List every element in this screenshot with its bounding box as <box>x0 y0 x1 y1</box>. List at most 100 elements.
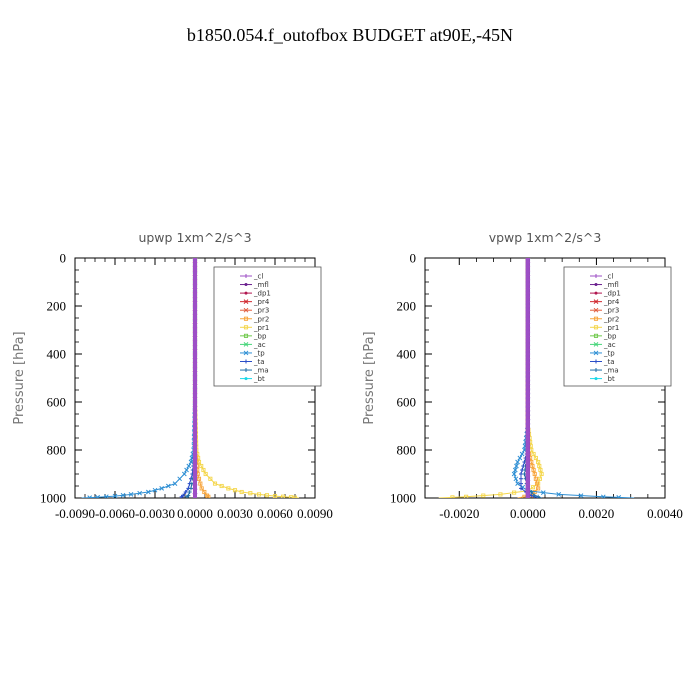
data-point <box>192 421 198 427</box>
data-point <box>525 338 531 344</box>
data-point <box>525 473 531 479</box>
data-point <box>525 417 531 422</box>
y-tick-label: 800 <box>397 443 417 458</box>
data-point <box>192 369 198 374</box>
legend-item: _bt <box>590 375 615 383</box>
y-axis-label: Pressure [hPa] <box>362 331 377 424</box>
data-point <box>512 467 518 473</box>
data-point <box>525 491 531 496</box>
data-point <box>464 494 469 498</box>
data-point <box>525 456 531 462</box>
data-point <box>280 494 286 498</box>
data-point <box>192 294 198 300</box>
data-point <box>202 489 207 495</box>
data-point <box>192 478 198 483</box>
data-point <box>184 467 189 473</box>
data-point <box>192 360 198 366</box>
data-point <box>530 485 536 490</box>
data-point <box>525 390 531 396</box>
data-point <box>189 486 193 491</box>
data-point <box>519 476 523 481</box>
data-point <box>192 260 198 265</box>
data-point <box>159 486 165 491</box>
data-point <box>201 467 206 473</box>
data-point <box>529 493 534 498</box>
data-point <box>522 472 527 476</box>
data-point <box>525 373 531 379</box>
x-tick-label: 0.0020 <box>579 506 615 521</box>
data-point <box>525 316 531 322</box>
data-point <box>152 487 158 493</box>
legend-label: _ac <box>603 341 616 349</box>
data-point <box>192 338 198 344</box>
data-point <box>226 486 231 491</box>
data-point <box>519 451 525 457</box>
x-tick-label: 0.0040 <box>647 506 683 521</box>
data-point <box>525 342 531 348</box>
data-point <box>525 351 531 357</box>
legend-marker <box>244 283 248 287</box>
data-point <box>534 481 540 486</box>
data-point <box>232 488 238 493</box>
data-point <box>192 312 198 318</box>
legend-marker <box>594 283 598 287</box>
data-point <box>511 471 517 477</box>
y-axis-label: Pressure [hPa] <box>12 331 27 424</box>
legend-item: _ac <box>240 341 266 349</box>
legend-marker <box>244 291 248 295</box>
data-point <box>525 281 531 287</box>
legend-marker <box>593 342 599 347</box>
data-point <box>192 443 198 448</box>
data-point <box>165 483 171 489</box>
legend-box <box>563 266 672 387</box>
legend: _cl_mfl_dp1_pr4_pr3_pr2_pr1_bp_ac_tp_ta_… <box>563 266 672 387</box>
data-point <box>192 303 198 309</box>
data-point <box>525 377 531 383</box>
data-point <box>525 369 531 374</box>
data-point <box>525 478 531 483</box>
data-point <box>515 459 520 465</box>
data-point <box>192 430 198 435</box>
data-point <box>192 268 198 274</box>
data-point <box>519 481 523 486</box>
data-point <box>533 476 538 481</box>
legend-marker <box>593 333 599 338</box>
data-point <box>512 490 517 495</box>
legend-item: _tp <box>240 349 265 357</box>
series-group <box>438 258 635 498</box>
legend-label: _bt <box>603 375 615 383</box>
data-point <box>181 471 187 477</box>
data-point <box>192 417 198 422</box>
data-point <box>187 490 192 494</box>
legend-label: _pr2 <box>253 315 269 323</box>
data-point <box>525 460 531 466</box>
y-tick-label: 1000 <box>40 491 66 506</box>
data-point <box>192 460 198 466</box>
x-tick-label: 0.0060 <box>257 506 293 521</box>
data-point <box>264 493 270 498</box>
data-point <box>525 325 531 331</box>
legend-item: _pr2 <box>240 315 269 323</box>
legend-item: _ta <box>240 358 265 366</box>
legend-label: _mfl <box>253 281 269 289</box>
data-point <box>525 438 531 444</box>
legend-item: _tp <box>590 349 615 357</box>
data-point <box>183 490 188 494</box>
y-tick-label: 800 <box>47 443 67 458</box>
data-point <box>525 482 531 488</box>
data-point <box>288 495 294 498</box>
data-point <box>192 473 198 479</box>
figure-title: b1850.054.f_outofbox BUDGET at90E,-45N <box>187 25 513 45</box>
data-point <box>525 425 531 431</box>
data-point <box>537 476 542 481</box>
legend-box <box>213 266 322 387</box>
data-point <box>532 471 537 477</box>
y-tick-label: 200 <box>47 299 67 314</box>
data-point <box>481 493 486 498</box>
data-point <box>192 286 198 291</box>
data-point <box>186 463 192 469</box>
data-point <box>256 492 262 497</box>
legend-marker <box>594 359 598 364</box>
data-point <box>192 404 198 409</box>
data-point <box>536 459 541 465</box>
